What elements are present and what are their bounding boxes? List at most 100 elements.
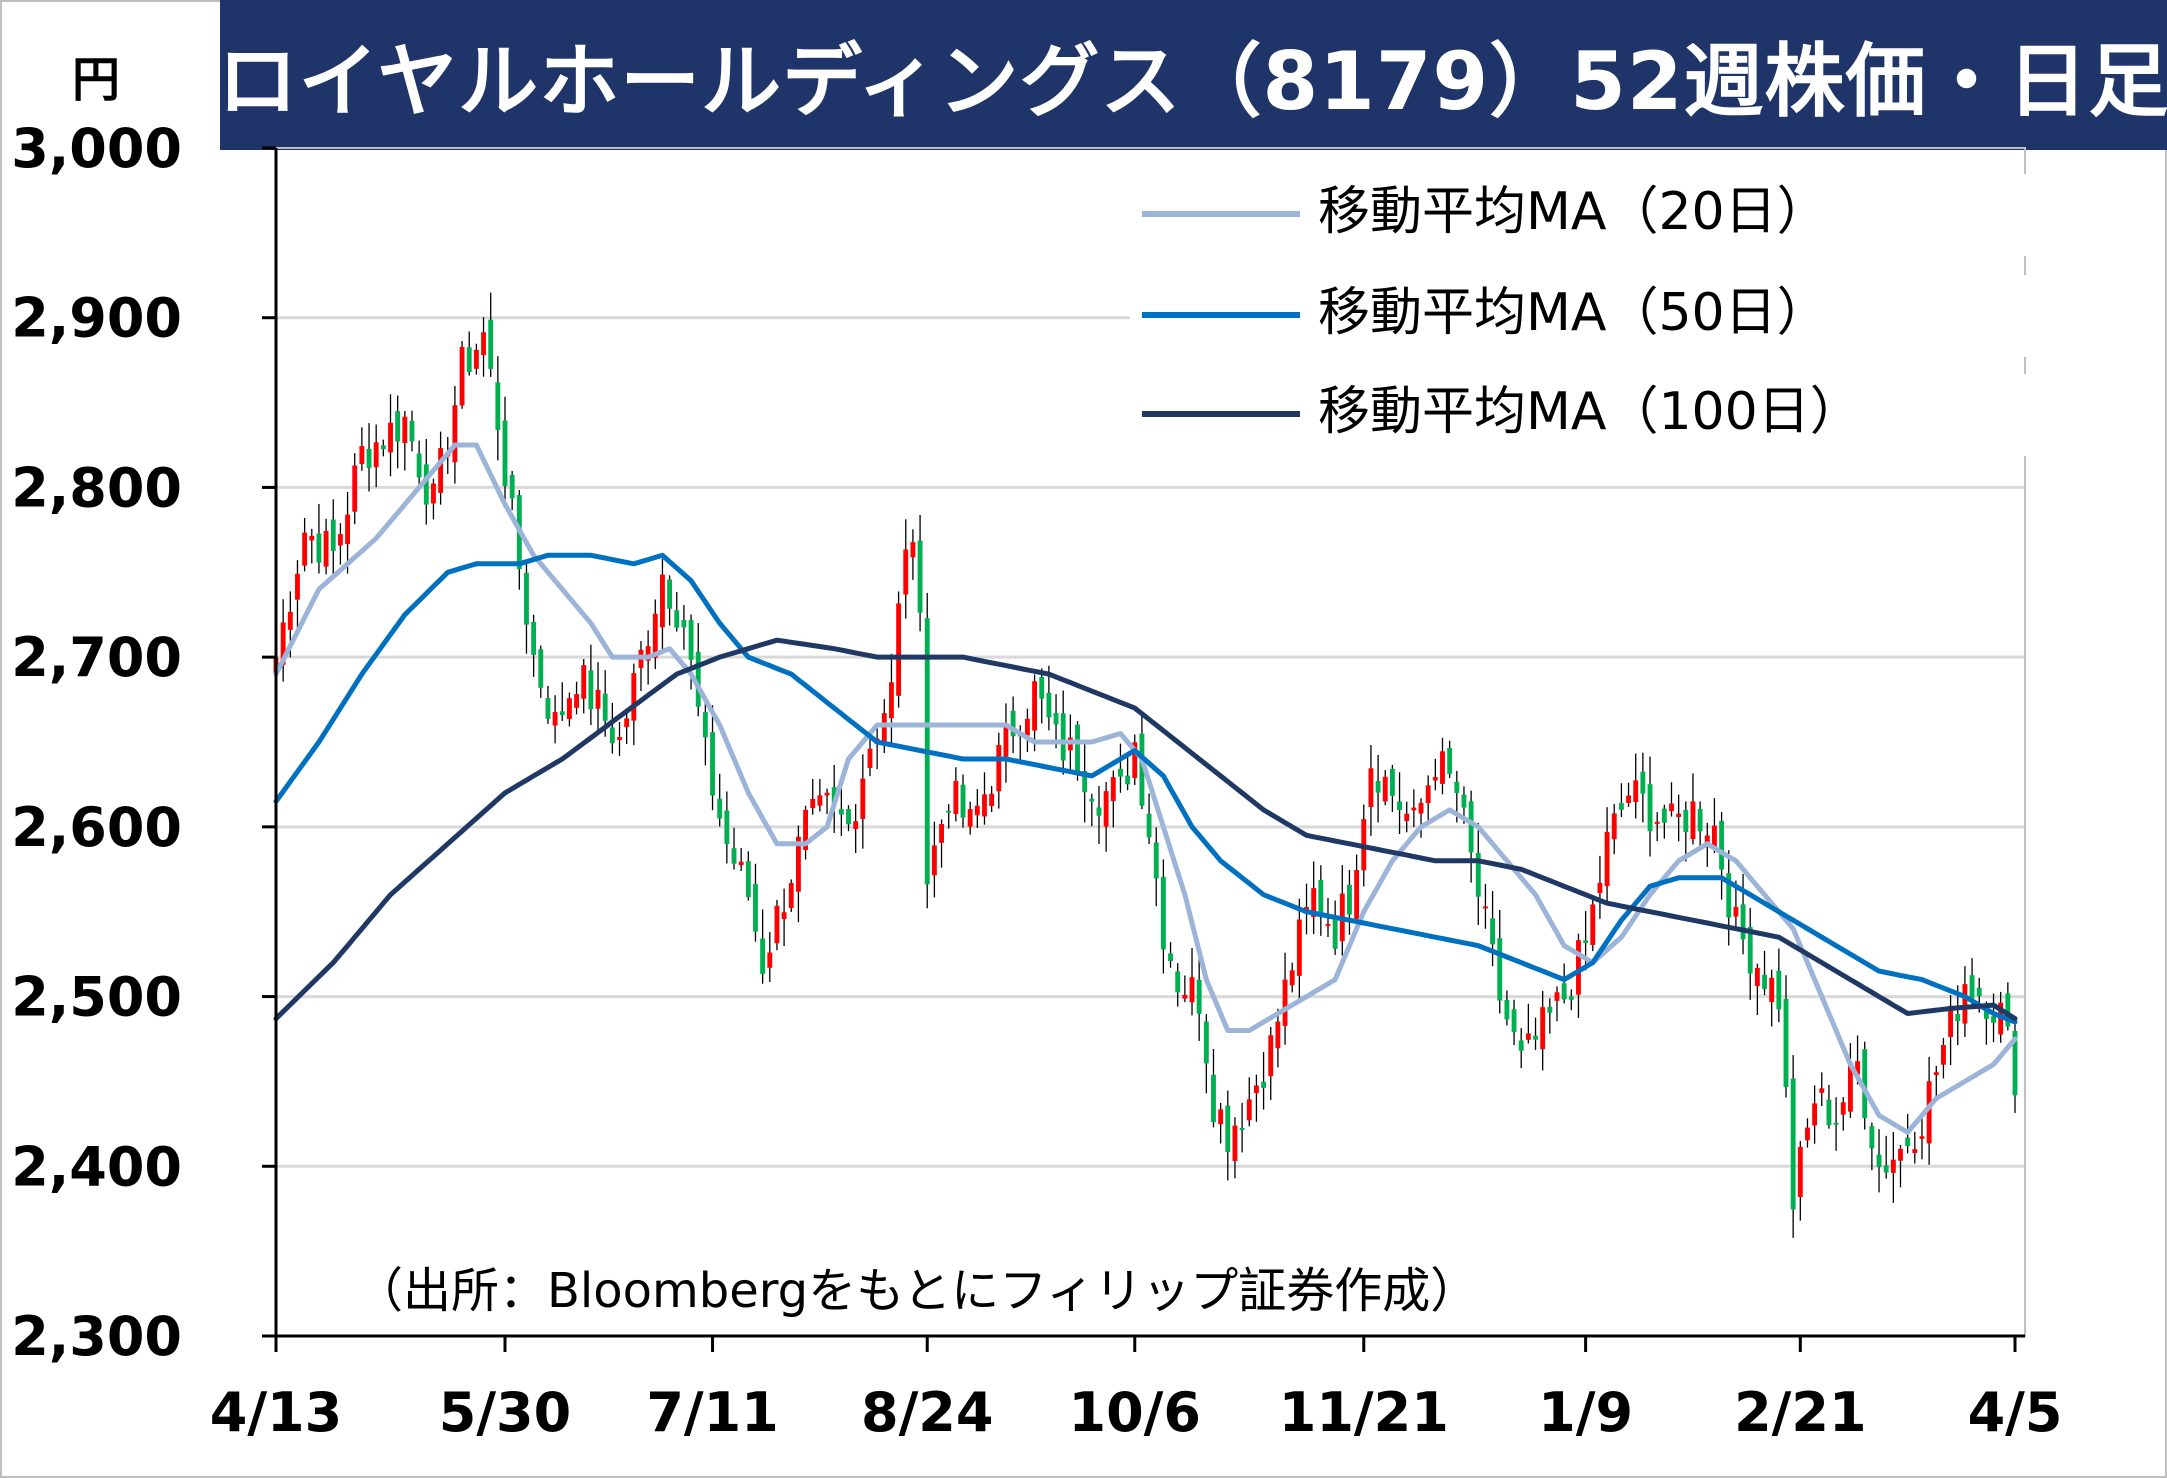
candle-body xyxy=(967,809,973,827)
candle-body xyxy=(1833,1122,1839,1125)
candle-body xyxy=(695,651,701,707)
candle-body xyxy=(803,809,809,851)
candle-body xyxy=(1561,983,1567,1000)
axes xyxy=(262,146,2026,1352)
candle-body xyxy=(881,713,887,743)
candle-body xyxy=(1203,1021,1209,1064)
candle-body xyxy=(1024,718,1030,736)
candle-body xyxy=(337,534,343,546)
candle-body xyxy=(1311,888,1317,918)
candle-body xyxy=(1468,801,1474,853)
candle-body xyxy=(1690,801,1696,840)
candle-body xyxy=(552,712,558,726)
candle-body xyxy=(1933,1072,1939,1076)
candle-body xyxy=(352,465,358,512)
candle-body xyxy=(309,535,315,541)
candle-body xyxy=(824,792,830,796)
candle-body xyxy=(1246,1099,1252,1121)
candle-body xyxy=(1103,791,1109,827)
candle-body xyxy=(1991,1016,1996,1023)
candle-body xyxy=(1060,713,1066,761)
candle-body xyxy=(1497,938,1503,1001)
candle-body xyxy=(1225,1105,1231,1152)
candle-body xyxy=(1719,820,1725,870)
candle-body xyxy=(1704,835,1710,845)
candle-body xyxy=(838,809,844,815)
candle-body xyxy=(974,805,980,816)
candle-body xyxy=(1912,1149,1918,1154)
candle-body xyxy=(1976,987,1982,997)
candle-body xyxy=(953,780,959,815)
candle-body xyxy=(1826,1099,1832,1125)
candle-body xyxy=(760,938,766,974)
source-note-bg xyxy=(345,1247,1625,1325)
legend-label: 移動平均MA（100日） xyxy=(1318,382,1862,442)
candle-body xyxy=(473,349,479,369)
candle-body xyxy=(1504,999,1510,1020)
candle-body xyxy=(1125,775,1131,785)
candle-body xyxy=(1347,884,1352,915)
candle-body xyxy=(681,619,687,628)
candle-body xyxy=(817,795,823,806)
source-note: （出所：Bloombergをもとにフィリップ証券作成） xyxy=(355,1263,1478,1319)
candle-body xyxy=(1840,1102,1846,1115)
candle-body xyxy=(717,798,723,819)
candle-body xyxy=(287,611,293,630)
candle-body xyxy=(1905,1137,1911,1147)
y-tick-label: 2,800 xyxy=(11,456,182,519)
candle-body xyxy=(889,682,894,719)
candle-body xyxy=(1454,781,1460,793)
candle-body xyxy=(609,727,615,744)
candle-body xyxy=(366,448,372,468)
candle-body xyxy=(1597,882,1603,894)
candle-body xyxy=(316,533,322,563)
candle-body xyxy=(710,732,715,796)
ma100-line xyxy=(273,637,2018,1022)
candle-body xyxy=(788,883,794,909)
candle-body xyxy=(559,711,565,716)
legend: 移動平均MA（20日） 移動平均MA（50日） 移動平均MA（100日） xyxy=(1130,174,2070,456)
candle-body xyxy=(1511,1009,1517,1033)
candle-body xyxy=(1261,1081,1267,1088)
candle-body xyxy=(2005,993,2011,1027)
x-tick-label: 4/5 xyxy=(1968,1381,2063,1444)
candle-body xyxy=(795,836,801,892)
candle-body xyxy=(280,622,286,665)
candle-body xyxy=(1389,768,1395,796)
candle-body xyxy=(388,422,393,453)
candle-body xyxy=(1926,1081,1932,1144)
candle-body xyxy=(667,579,673,609)
candle-body xyxy=(1490,918,1496,945)
ma20-line xyxy=(273,442,2018,1135)
ma50-line xyxy=(273,552,2018,1025)
candle-body xyxy=(896,603,902,696)
candle-body xyxy=(1862,1049,1868,1119)
candle-body xyxy=(631,673,637,721)
candle-body xyxy=(1375,780,1381,793)
candle-body xyxy=(459,346,465,406)
candle-body xyxy=(1075,724,1080,775)
candle-body xyxy=(1919,1136,1925,1139)
candle-body xyxy=(323,530,329,567)
candle-body xyxy=(1604,831,1610,887)
candle-body xyxy=(1046,692,1052,718)
candle-body xyxy=(1096,807,1102,816)
candle-body xyxy=(588,670,594,710)
candle-body xyxy=(1296,919,1302,976)
candle-body xyxy=(1368,768,1374,808)
candle-body xyxy=(831,787,837,804)
candle-body xyxy=(1032,681,1038,731)
candle-body xyxy=(416,453,422,478)
candle-body xyxy=(960,784,966,818)
candle-body xyxy=(595,689,601,709)
candle-body xyxy=(1797,1146,1803,1198)
moving-average-lines xyxy=(273,442,2018,1135)
x-tick-label: 8/24 xyxy=(861,1381,993,1444)
candle-body xyxy=(1053,713,1059,725)
candle-body xyxy=(1983,1009,1989,1019)
candle-body xyxy=(1554,992,1560,1001)
candle-body xyxy=(1525,1033,1531,1040)
candle-body xyxy=(853,821,859,830)
candle-body xyxy=(1740,904,1746,940)
